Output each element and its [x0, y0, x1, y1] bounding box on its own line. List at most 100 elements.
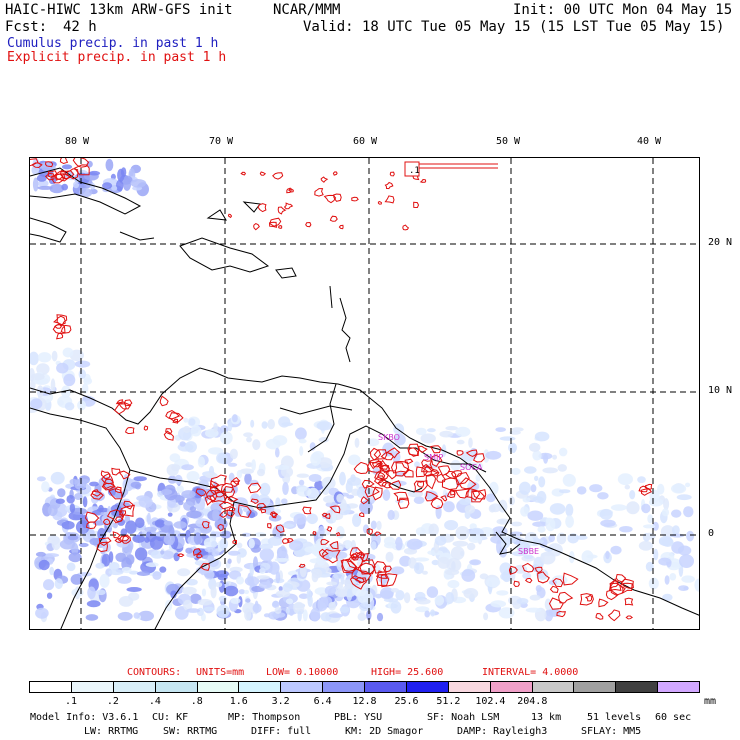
precip-contour — [521, 562, 535, 573]
precip-cell — [70, 574, 83, 585]
precip-contour — [332, 171, 338, 176]
footer-model-info: Model Info: V3.6.1 — [30, 712, 139, 723]
precip-cell — [120, 528, 128, 537]
precip-cell — [201, 588, 207, 597]
precip-cell — [47, 504, 58, 517]
precip-cell — [605, 550, 610, 560]
precip-contour — [55, 171, 71, 182]
precip-cell — [522, 572, 532, 580]
precip-cell — [110, 504, 122, 517]
precip-cell — [125, 554, 135, 565]
precip-contour — [124, 426, 135, 435]
precip-contour — [404, 458, 414, 465]
precip-cell — [624, 484, 630, 490]
precip-contour — [620, 578, 634, 589]
precip-cell — [78, 542, 89, 548]
precip-cell — [342, 560, 355, 572]
precip-cell — [522, 497, 531, 503]
precip-cell — [115, 552, 127, 562]
precip-cell — [279, 523, 295, 528]
precip-contour — [326, 526, 333, 532]
precip-contour — [371, 460, 383, 468]
precip-contour — [259, 171, 267, 176]
precip-cell — [78, 187, 93, 198]
precip-contour — [351, 568, 372, 584]
precip-cell — [87, 586, 96, 600]
precip-cell — [256, 575, 270, 580]
precip-cell — [626, 501, 640, 515]
precip-cell — [306, 513, 318, 525]
precip-cell — [328, 613, 343, 618]
precip-cell — [686, 530, 695, 542]
precip-cell — [390, 600, 402, 614]
precip-cell — [600, 519, 616, 527]
colorbar-swatch — [490, 682, 533, 692]
precip-contour — [413, 479, 428, 493]
precip-cell — [662, 593, 673, 602]
precip-cell — [328, 601, 337, 611]
precip-cell — [236, 576, 244, 585]
precip-cell — [538, 476, 546, 488]
station-label-skbo: SKBO — [378, 433, 400, 442]
precip-contour — [445, 470, 457, 480]
precip-cell — [535, 585, 542, 592]
precip-cell — [498, 499, 508, 513]
precip-cell — [445, 426, 459, 431]
precip-cell — [443, 501, 455, 513]
precip-contour — [377, 201, 383, 205]
precip-cell — [30, 398, 43, 410]
precip-cell — [671, 483, 687, 494]
precip-cell — [46, 592, 53, 599]
precip-cell — [40, 162, 56, 172]
precip-contour — [260, 509, 267, 514]
precip-cell — [135, 517, 145, 529]
precip-contour — [415, 466, 429, 478]
precip-cell — [534, 431, 550, 442]
precip-cell — [244, 473, 252, 485]
precip-cell — [167, 512, 173, 517]
precip-contour — [232, 539, 237, 545]
precip-contour — [549, 585, 559, 593]
precip-contour — [548, 597, 564, 610]
precip-cell — [244, 589, 250, 595]
precip-contour — [329, 215, 338, 222]
precip-contour — [534, 566, 543, 574]
precip-cell — [30, 351, 39, 366]
precip-cell — [617, 473, 634, 486]
precip-contour — [441, 477, 460, 491]
precip-cell — [216, 452, 228, 464]
precip-contour — [385, 469, 397, 480]
precip-cell — [645, 561, 654, 572]
precip-cell — [338, 590, 348, 597]
precip-contour — [598, 598, 609, 608]
colorbar-swatch — [532, 682, 575, 692]
precip-cell — [657, 483, 665, 495]
precip-cell — [467, 542, 476, 551]
precip-contour — [247, 482, 262, 494]
precip-cell — [446, 558, 462, 572]
precip-cell — [424, 610, 431, 618]
precip-cell — [445, 592, 455, 604]
precip-cell — [50, 378, 56, 393]
precip-cell — [306, 588, 312, 601]
precip-cell — [185, 441, 197, 453]
precip-cell — [348, 454, 361, 466]
legend-cumulus: Cumulus precip. in past 1 h — [7, 36, 219, 51]
precip-contour — [192, 548, 202, 556]
precip-contour — [456, 450, 464, 456]
precip-cell — [32, 177, 39, 192]
precip-cell — [205, 472, 218, 479]
lon-label-70w: 70 W — [209, 136, 234, 147]
precip-cell — [394, 433, 406, 446]
precip-cell — [122, 177, 132, 191]
precip-cell — [293, 601, 305, 615]
colorbar-swatch — [155, 682, 198, 692]
precip-cell — [154, 519, 165, 528]
precip-cell — [379, 590, 394, 600]
precip-cell — [413, 562, 424, 575]
contours-low: LOW= 0.10000 — [266, 667, 339, 678]
precip-cell — [520, 506, 530, 517]
precip-contour — [644, 483, 653, 491]
precip-cell — [49, 183, 65, 194]
precip-cell — [658, 537, 674, 547]
